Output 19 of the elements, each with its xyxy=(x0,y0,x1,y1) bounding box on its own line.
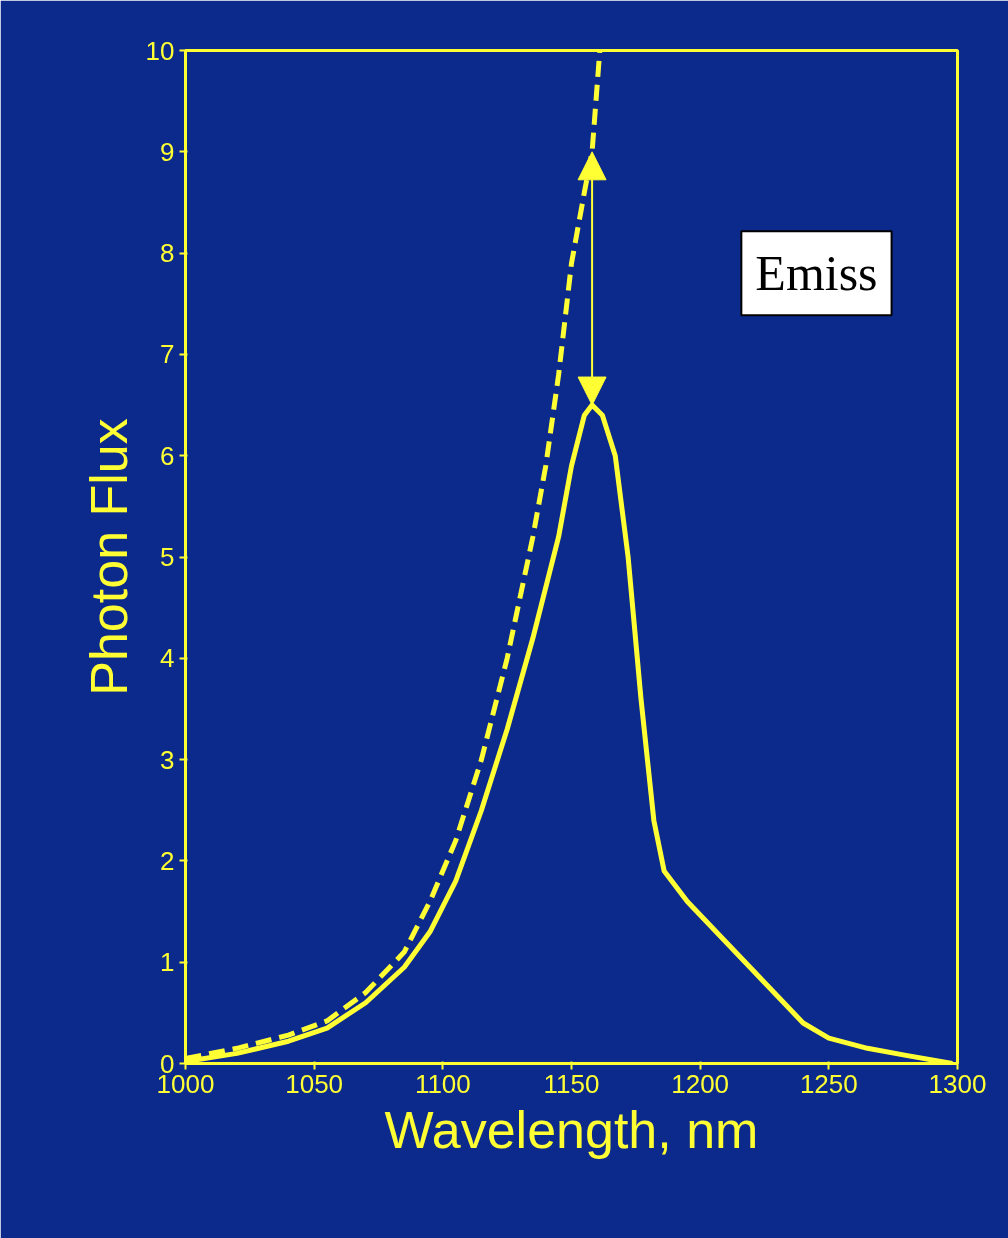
y-tick-label: 4 xyxy=(160,643,175,674)
y-tick-label: 1 xyxy=(160,947,175,978)
x-tick-label: 1100 xyxy=(414,1068,471,1099)
x-tick-label: 1300 xyxy=(928,1068,987,1099)
y-tick-label: 6 xyxy=(160,440,175,471)
y-tick-label: 9 xyxy=(160,136,175,167)
y-axis-title: Photon Flux xyxy=(79,418,138,696)
x-tick-label: 1050 xyxy=(285,1068,344,1099)
annotation: Emiss xyxy=(755,245,878,302)
y-tick-label: 8 xyxy=(160,238,175,269)
x-axis-title: Wavelength, nm xyxy=(384,1100,759,1159)
y-tick-label: 5 xyxy=(160,542,175,572)
x-tick-label: 1250 xyxy=(799,1068,858,1099)
y-tick-label: 2 xyxy=(160,845,175,876)
x-tick-label: 1200 xyxy=(671,1068,730,1099)
y-tick-label: 10 xyxy=(145,35,175,66)
x-tick-label: 1150 xyxy=(543,1068,600,1099)
y-tick-label: 7 xyxy=(160,339,175,370)
y-tick-label: 3 xyxy=(160,744,175,775)
